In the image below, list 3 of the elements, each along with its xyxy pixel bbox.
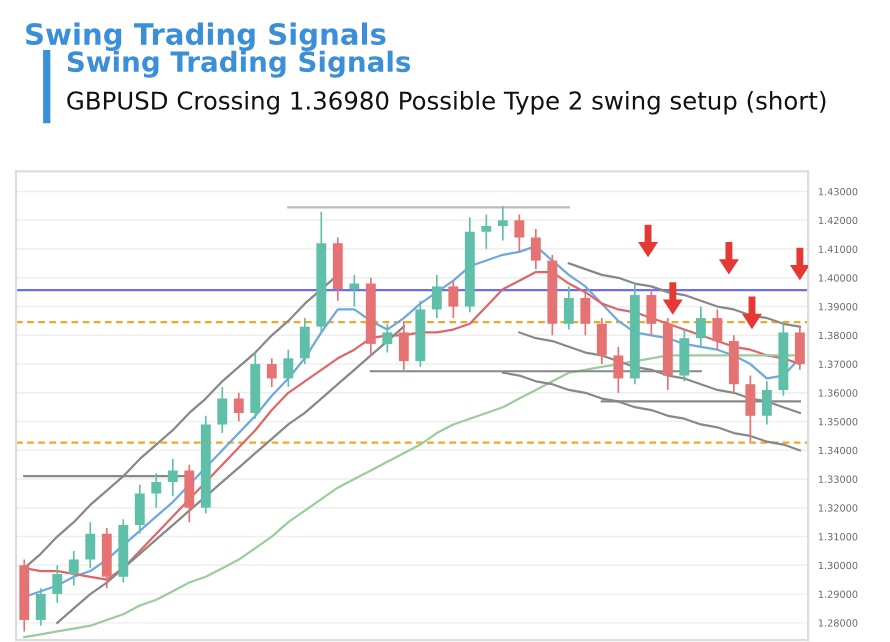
chart-title: Swing Trading Signals <box>26 22 386 51</box>
chart-subtitle: Swing Trading Signals <box>67 50 411 78</box>
text: GBPUSD Crossing 1.36980 Possible Type 2 swing setup (short) <box>67 90 826 115</box>
